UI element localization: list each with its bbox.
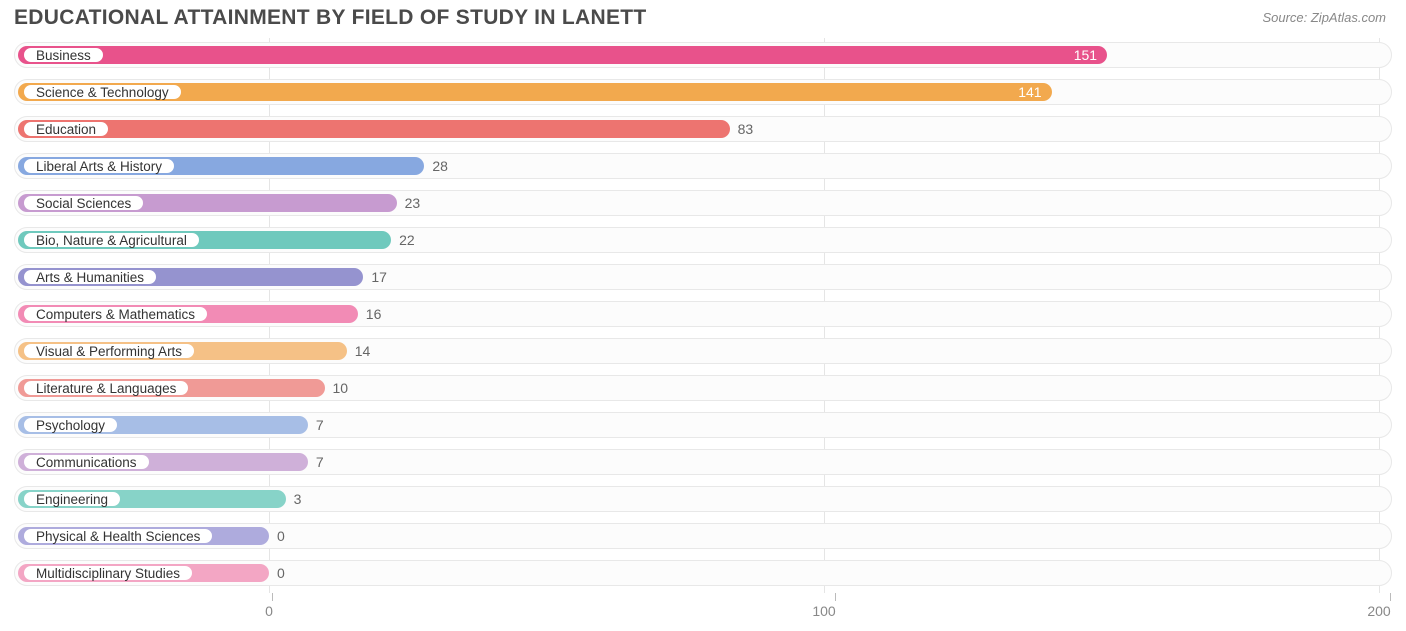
x-tick: 200 xyxy=(1379,593,1402,619)
bar-value: 16 xyxy=(358,305,382,323)
category-pill: Liberal Arts & History xyxy=(22,157,176,175)
bar-row: Science & Technology141 xyxy=(14,75,1392,109)
bar-row: Engineering 3 xyxy=(14,482,1392,516)
chart-area: Business151Science & Technology141Educat… xyxy=(0,34,1406,623)
bar-value: 0 xyxy=(269,564,285,582)
bar-value: 7 xyxy=(308,453,324,471)
category-pill: Computers & Mathematics xyxy=(22,305,209,323)
tick-mark xyxy=(835,593,836,601)
tick-label: 0 xyxy=(265,603,273,619)
bar-value: 17 xyxy=(363,268,387,286)
bar-row: Communications 7 xyxy=(14,445,1392,479)
bar-row: Liberal Arts & History 28 xyxy=(14,149,1392,183)
bar-value: 0 xyxy=(269,527,285,545)
category-pill: Education xyxy=(22,120,110,138)
bar-value: 28 xyxy=(424,157,448,175)
category-pill: Literature & Languages xyxy=(22,379,190,397)
x-tick: 0 xyxy=(269,593,277,619)
chart-header: EDUCATIONAL ATTAINMENT BY FIELD OF STUDY… xyxy=(0,0,1406,34)
bar-value: 14 xyxy=(347,342,371,360)
tick-label: 100 xyxy=(812,603,835,619)
bar-row: Physical & Health Sciences 0 xyxy=(14,519,1392,553)
bar-row: Education 83 xyxy=(14,112,1392,146)
category-pill: Communications xyxy=(22,453,151,471)
tick-mark xyxy=(272,593,273,601)
category-pill: Visual & Performing Arts xyxy=(22,342,196,360)
bar-value: 10 xyxy=(325,379,349,397)
category-pill: Arts & Humanities xyxy=(22,268,158,286)
category-pill: Physical & Health Sciences xyxy=(22,527,214,545)
bar-value: 22 xyxy=(391,231,415,249)
bar-row: Multidisciplinary Studies 0 xyxy=(14,556,1392,590)
x-axis: 0 100 200 xyxy=(14,593,1392,623)
category-pill: Social Sciences xyxy=(22,194,145,212)
tick-label: 200 xyxy=(1367,603,1390,619)
bar-row: Social Sciences 23 xyxy=(14,186,1392,220)
bar xyxy=(18,120,730,138)
bar-value: 141 xyxy=(14,83,1052,101)
bar-value: 3 xyxy=(286,490,302,508)
bar-row: Computers & Mathematics 16 xyxy=(14,297,1392,331)
bar-row: Literature & Languages 10 xyxy=(14,371,1392,405)
bar-row: Business151 xyxy=(14,38,1392,72)
category-pill: Multidisciplinary Studies xyxy=(22,564,194,582)
category-pill: Psychology xyxy=(22,416,119,434)
bar-value: 83 xyxy=(730,120,754,138)
bar-row: Bio, Nature & Agricultural 22 xyxy=(14,223,1392,257)
x-tick: 100 xyxy=(824,593,847,619)
bar-value: 7 xyxy=(308,416,324,434)
category-pill: Engineering xyxy=(22,490,122,508)
chart-source: Source: ZipAtlas.com xyxy=(1262,10,1386,25)
bar-row: Psychology 7 xyxy=(14,408,1392,442)
category-pill: Bio, Nature & Agricultural xyxy=(22,231,201,249)
bar-value: 151 xyxy=(14,46,1107,64)
bar-row: Arts & Humanities 17 xyxy=(14,260,1392,294)
bar-value: 23 xyxy=(397,194,421,212)
bar-row: Visual & Performing Arts 14 xyxy=(14,334,1392,368)
chart-plot: Business151Science & Technology141Educat… xyxy=(14,38,1392,590)
tick-mark xyxy=(1390,593,1391,601)
chart-title: EDUCATIONAL ATTAINMENT BY FIELD OF STUDY… xyxy=(14,6,647,30)
